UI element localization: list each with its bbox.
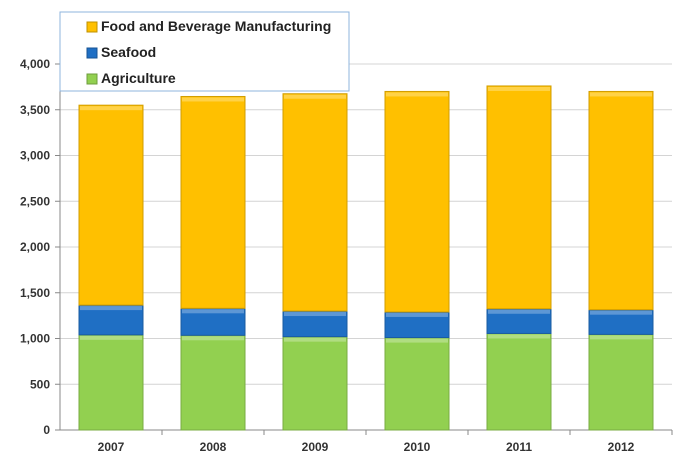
y-tick-label: 4,000 [20,57,50,71]
x-tick-label: 2007 [98,440,125,454]
y-tick-label: 1,500 [20,286,50,300]
bar-highlight [590,92,652,97]
bar-highlight [80,335,142,340]
axis-layer [55,58,673,435]
y-tick-label: 3,500 [20,103,50,117]
bar-segment-food-and-beverage-manufacturing-2009 [282,93,348,312]
x-tick-label: 2009 [302,440,329,454]
bar-highlight [386,92,448,97]
legend-label: Food and Beverage Manufacturing [101,18,331,34]
x-tick-label: 2011 [506,440,532,454]
bar-highlight [80,306,142,311]
bar-highlight [284,337,346,342]
x-tick-label: 2010 [404,440,431,454]
bar-segment-food-and-beverage-manufacturing-2010 [384,90,450,313]
bar-segment-food-and-beverage-manufacturing-2008 [180,95,246,309]
bar-highlight [284,312,346,317]
legend-swatch [86,21,98,33]
y-tick-label: 0 [43,423,50,437]
bars-layer [78,85,654,431]
y-tick-label: 2,000 [20,240,50,254]
bar-highlight [182,336,244,341]
bar-segment-food-and-beverage-manufacturing-2007 [78,104,144,306]
legend-swatch [86,73,98,85]
bar-highlight [488,309,550,314]
x-tick-labels: 2007 2008 2009 2010 2011 2012 [98,440,635,454]
bar-segment-agriculture-2010 [384,337,450,431]
grid-layer [60,63,672,385]
bar-highlight [386,338,448,343]
x-tick-label: 2008 [200,440,227,454]
bar-segment-agriculture-2008 [180,334,246,431]
bar-segment-agriculture-2007 [78,334,144,431]
bar-highlight [488,334,550,339]
y-tick-label: 3,000 [20,149,50,163]
bar-highlight [182,309,244,314]
x-tick-label: 2012 [608,440,635,454]
legend: Food and Beverage Manufacturing Seafood Ag… [59,11,350,92]
y-tick-label: 2,500 [20,194,50,208]
bar-highlight [590,310,652,315]
bar-highlight [182,97,244,102]
legend-box [59,11,350,92]
legend-swatch [86,47,98,59]
y-tick-label: 500 [30,377,50,391]
y-tick-label: 1,000 [20,332,50,346]
bar-segment-agriculture-2012 [588,333,654,431]
bar-segment-agriculture-2009 [282,336,348,431]
bar-highlight [488,86,550,91]
bar-segment-food-and-beverage-manufacturing-2012 [588,90,654,311]
legend-label: Agriculture [101,70,176,86]
bar-highlight [80,106,142,111]
y-tick-labels: 0 500 1,000 1,500 2,000 2,500 3,000 3,500 4,000 [20,57,50,437]
bar-highlight [284,94,346,99]
bar-highlight [590,335,652,340]
bar-segment-food-and-beverage-manufacturing-2011 [486,85,552,310]
legend-label: Seafood [101,44,156,60]
bar-segment-agriculture-2011 [486,332,552,431]
bar-highlight [386,312,448,317]
